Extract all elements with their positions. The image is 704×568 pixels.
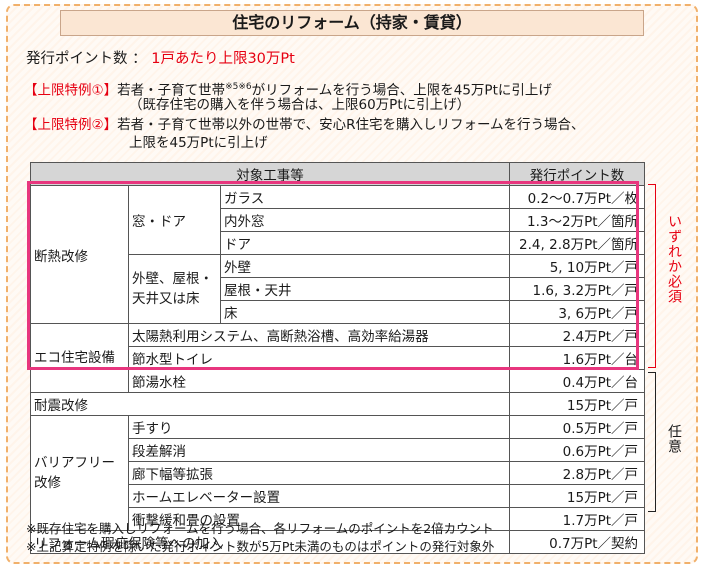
- special-case-2: 【上限特例②】若者・子育て世帯以外の世帯で、安心R住宅を購入しリフォームを行う場…: [24, 116, 585, 134]
- item-solar-bath-water-heater: 太陽熱利用システム、高断熱浴槽、高効率給湯器: [127, 323, 511, 347]
- item-handrail: 手すり: [127, 415, 511, 439]
- special-case-2-subtext: 上限を45万Ptに引上げ: [129, 135, 268, 151]
- special-case-2-tag: 【上限特例②】: [24, 117, 118, 133]
- points-issued-row: 発行ポイント数 ： 1戸あたり上限30万Pt: [26, 50, 295, 68]
- category-eco-equipment: エコ住宅設備: [30, 323, 129, 393]
- special-case-1: 【上限特例①】若者・子育て世帯※5※6がリフォームを行う場合、上限を45万Ptに…: [24, 78, 552, 100]
- item-home-elevator: ホームエレベーター設置: [127, 484, 511, 508]
- table-row: 屋根・天井 1.6, 3.2万Pt／戸: [31, 277, 646, 301]
- category-defect-insurance: リフォーム瑕疵保険等への加入: [29, 530, 511, 554]
- category-barrier-free: バリアフリー改修: [30, 415, 129, 531]
- item-shock-absorbing-tatami: 衝撃緩和畳の設置: [127, 507, 511, 531]
- subcategory-window-door: 窓・ドア: [128, 185, 221, 255]
- page-title: 住宅のリフォーム（持家・賃貸）: [60, 10, 644, 36]
- table-row: 外壁、屋根・天井又は床 外壁 5, 10万Pt／戸: [31, 254, 646, 324]
- points-seismic: 15万Pt／戸: [509, 392, 646, 416]
- item-corridor-widening: 廊下幅等拡張: [127, 461, 511, 485]
- item-roof-ceiling: 屋根・天井: [219, 277, 511, 301]
- required-section-highlight: [27, 181, 639, 370]
- table-row: 廊下幅等拡張 2.8万Pt／戸: [31, 461, 646, 485]
- special-case-1-tag: 【上限特例①】: [24, 82, 118, 99]
- points-home-elevator: 15万Pt／戸: [509, 484, 646, 508]
- item-outer-wall: 外壁: [219, 254, 511, 278]
- points-door: 2.4, 2.8万Pt／箇所: [509, 231, 646, 255]
- points-inner-outer-window: 1.3～2万Pt／箇所: [509, 208, 646, 232]
- table-row: 内外窓 1.3～2万Pt／箇所: [31, 208, 646, 232]
- points-defect-insurance: 0.7万Pt／契約: [509, 530, 646, 554]
- footnote-2: ※上記算定特例を除いた発行ポイント数が5万Pt未満のものはポイントの発行対象外: [26, 539, 495, 554]
- optional-label: 任意: [666, 424, 682, 454]
- item-step-removal: 段差解消: [127, 438, 511, 462]
- table-row: バリアフリー改修 手すり 0.5万Pt／戸: [30, 415, 646, 531]
- required-label: いずれか必須: [666, 214, 682, 304]
- points-issued-value: 1戸あたり上限30万Pt: [151, 51, 295, 67]
- special-case-1-subtext: （既存住宅の購入を伴う場合は、上限60万Ptに引上げ）: [129, 97, 471, 113]
- points-water-saving-faucet: 0.4万Pt／台: [509, 369, 646, 393]
- table-row: 段差解消 0.6万Pt／戸: [31, 438, 646, 462]
- points-corridor-widening: 2.8万Pt／戸: [509, 461, 646, 485]
- special-case-2-text: 若者・子育て世帯以外の世帯で、安心R住宅を購入しリフォームを行う場合、: [117, 117, 585, 133]
- points-step-removal: 0.6万Pt／戸: [509, 438, 646, 462]
- table-row: 衝撃緩和畳の設置 1.7万Pt／戸: [31, 507, 646, 531]
- points-issued-label: 発行ポイント数 ：: [26, 51, 147, 67]
- points-water-saving-toilet: 1.6万Pt／台: [509, 346, 646, 370]
- optional-bracket: [648, 372, 656, 512]
- special-case-1-text-after: がリフォームを行う場合、上限を45万Ptに引上げ: [251, 82, 552, 99]
- table-row: 節湯水栓 0.4万Pt／台: [31, 369, 646, 393]
- item-water-saving-faucet: 節湯水栓: [127, 369, 511, 393]
- table-row: ホームエレベーター設置 15万Pt／戸: [31, 484, 646, 508]
- points-handrail: 0.5万Pt／戸: [509, 415, 646, 439]
- points-table: 対象工事等 発行ポイント数 断熱改修 窓・ドア ガラス 0.2～0.7万Pt／枚…: [29, 162, 646, 554]
- table-row: 耐震改修 15万Pt／戸: [29, 392, 646, 416]
- category-seismic: 耐震改修: [29, 392, 511, 416]
- points-floor: 3, 6万Pt／戸: [509, 300, 646, 324]
- special-case-1-footnote: ※5※6: [225, 82, 252, 92]
- points-roof-ceiling: 1.6, 3.2万Pt／戸: [509, 277, 646, 301]
- special-case-1-text: 若者・子育て世帯: [117, 82, 226, 99]
- points-shock-absorbing-tatami: 1.7万Pt／戸: [509, 507, 646, 531]
- footnote-1: ※既存住宅を購入しリフォームを行う場合、各リフォームのポイントを2倍カウント: [26, 521, 494, 536]
- required-bracket: [648, 184, 656, 368]
- item-inner-outer-window: 内外窓: [219, 208, 511, 232]
- table-row: リフォーム瑕疵保険等への加入 0.7万Pt／契約: [29, 530, 646, 554]
